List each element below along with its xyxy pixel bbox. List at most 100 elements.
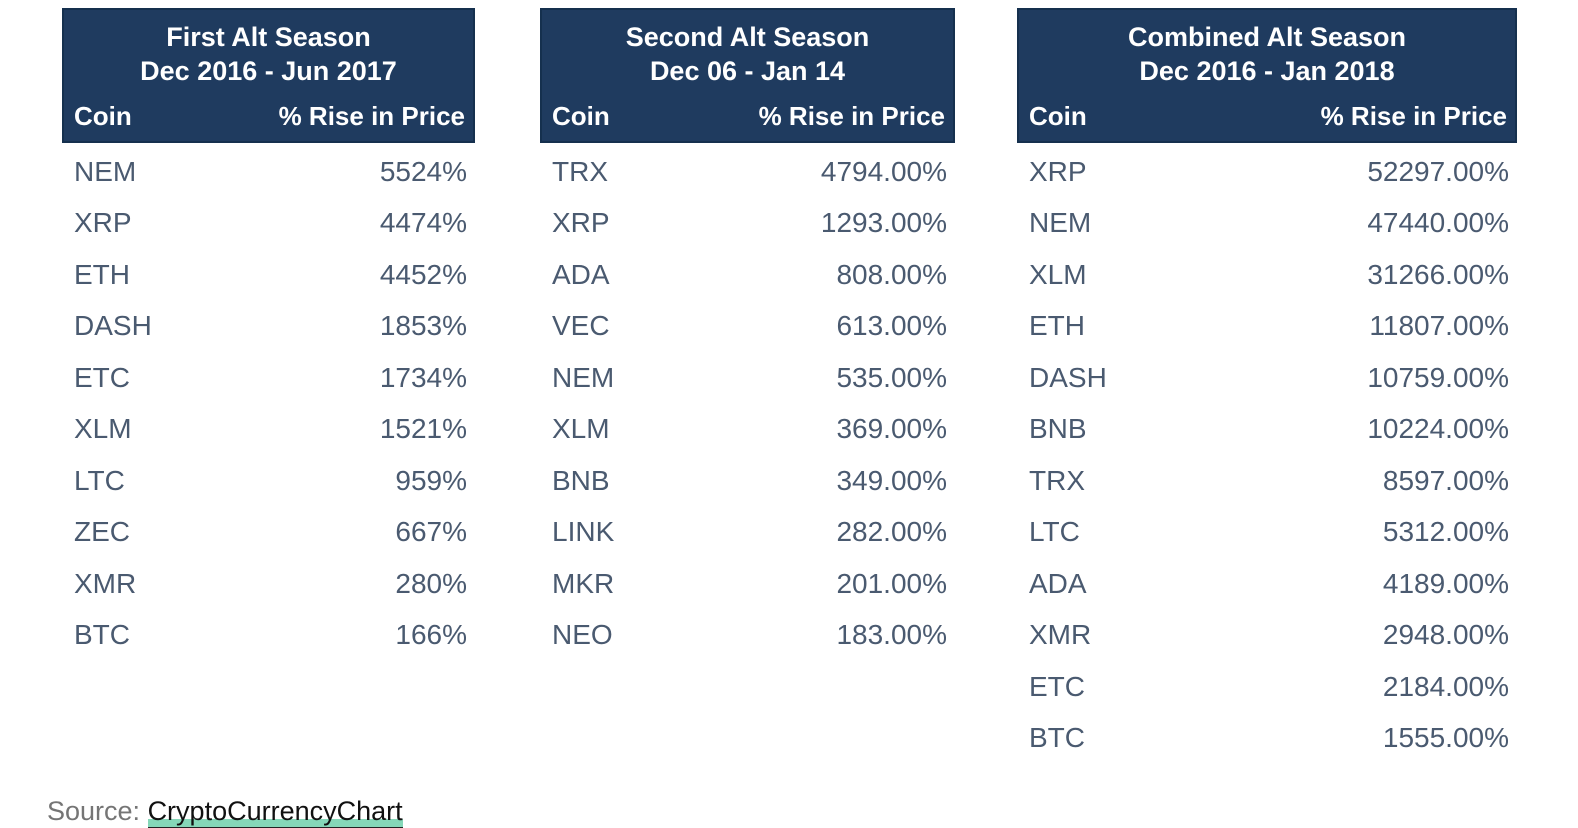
rise-cell: 808.00% <box>836 258 947 290</box>
table-row: XMR 2948.00% <box>1017 610 1517 662</box>
coin-cell: DASH <box>1029 361 1107 393</box>
table-row: ZEC 667% <box>62 507 475 559</box>
table-row: LINK 282.00% <box>540 507 955 559</box>
table-row: XRP 52297.00% <box>1017 146 1517 198</box>
rise-cell: 280% <box>395 567 467 599</box>
table-header-second: Second Alt Season Dec 06 - Jan 14 Coin %… <box>540 8 955 143</box>
column-header-row: Coin % Rise in Price <box>1019 101 1515 141</box>
coin-cell: ETH <box>74 258 130 290</box>
coin-cell: ETH <box>1029 310 1085 342</box>
table-title-line2: Dec 06 - Jan 14 <box>649 56 846 86</box>
coin-cell: BNB <box>552 464 610 496</box>
coin-cell: NEM <box>1029 207 1092 239</box>
rise-cell: 4189.00% <box>1382 567 1509 599</box>
table-row: LTC 5312.00% <box>1017 507 1517 559</box>
rise-cell: 8597.00% <box>1382 464 1509 496</box>
coin-cell: ETC <box>74 361 130 393</box>
table-row: NEM 47440.00% <box>1017 198 1517 250</box>
table-body: NEM 5524% XRP 4474% ETH 4452% DASH 1853% ETC 1734… <box>62 146 475 661</box>
column-header-rise: % Rise in Price <box>758 101 945 131</box>
rise-cell: 1521% <box>379 413 467 445</box>
table-row: ETC 2184.00% <box>1017 661 1517 713</box>
coin-cell: MKR <box>552 567 615 599</box>
coin-cell: ETC <box>1029 670 1085 702</box>
table-row: DASH 1853% <box>62 301 475 353</box>
coin-cell: TRX <box>1029 464 1085 496</box>
table-header-first: First Alt Season Dec 2016 - Jun 2017 Coi… <box>62 8 475 143</box>
coin-cell: LTC <box>74 464 125 496</box>
rise-cell: 2948.00% <box>1382 619 1509 651</box>
rise-cell: 4452% <box>379 258 467 290</box>
coin-cell: XRP <box>552 207 610 239</box>
table-first-alt-season: First Alt Season Dec 2016 - Jun 2017 Coi… <box>62 8 475 661</box>
rise-cell: 1555.00% <box>1382 722 1509 754</box>
coin-cell: XLM <box>1029 258 1087 290</box>
table-row: ETH 11807.00% <box>1017 301 1517 353</box>
table-title: First Alt Season Dec 2016 - Jun 2017 <box>64 10 473 88</box>
column-header-coin: Coin <box>74 101 132 131</box>
rise-cell: 10759.00% <box>1367 361 1509 393</box>
table-row: ADA 808.00% <box>540 249 955 301</box>
column-header-row: Coin % Rise in Price <box>542 101 953 141</box>
table-row: LTC 959% <box>62 455 475 507</box>
table-title: Combined Alt Season Dec 2016 - Jan 2018 <box>1019 10 1515 88</box>
table-row: ETC 1734% <box>62 352 475 404</box>
coin-cell: TRX <box>552 155 608 187</box>
rise-cell: 4794.00% <box>820 155 947 187</box>
rise-cell: 11807.00% <box>1369 310 1509 342</box>
table-row: TRX 4794.00% <box>540 146 955 198</box>
coin-cell: XLM <box>74 413 132 445</box>
coin-cell: VEC <box>552 310 610 342</box>
source-link[interactable]: CryptoCurrencyChart <box>147 796 403 828</box>
rise-cell: 282.00% <box>836 516 947 548</box>
rise-cell: 201.00% <box>836 567 947 599</box>
table-row: BNB 10224.00% <box>1017 404 1517 456</box>
column-header-row: Coin % Rise in Price <box>64 101 473 141</box>
coin-cell: LINK <box>552 516 615 548</box>
rise-cell: 2184.00% <box>1382 670 1509 702</box>
rise-cell: 166% <box>395 619 467 651</box>
coin-cell: ADA <box>552 258 610 290</box>
source-line: Source: CryptoCurrencyChart <box>47 796 403 828</box>
rise-cell: 5524% <box>379 155 467 187</box>
coin-cell: BTC <box>74 619 130 651</box>
table-title-line2: Dec 2016 - Jan 2018 <box>1139 56 1395 86</box>
coin-cell: LTC <box>1029 516 1080 548</box>
coin-cell: XRP <box>74 207 132 239</box>
coin-cell: XRP <box>1029 155 1087 187</box>
table-row: ETH 4452% <box>62 249 475 301</box>
coin-cell: XLM <box>552 413 610 445</box>
column-header-rise: % Rise in Price <box>278 101 465 131</box>
coin-cell: NEO <box>552 619 613 651</box>
table-row: NEO 183.00% <box>540 610 955 662</box>
coin-cell: ADA <box>1029 567 1087 599</box>
rise-cell: 52297.00% <box>1367 155 1509 187</box>
coin-cell: DASH <box>74 310 152 342</box>
column-header-rise: % Rise in Price <box>1320 101 1507 131</box>
rise-cell: 369.00% <box>836 413 947 445</box>
table-second-alt-season: Second Alt Season Dec 06 - Jan 14 Coin %… <box>540 8 955 661</box>
rise-cell: 31266.00% <box>1367 258 1509 290</box>
table-row: XLM 1521% <box>62 404 475 456</box>
coin-cell: NEM <box>74 155 137 187</box>
table-combined-alt-season: Combined Alt Season Dec 2016 - Jan 2018 … <box>1017 8 1517 764</box>
table-row: BNB 349.00% <box>540 455 955 507</box>
coin-cell: XMR <box>74 567 137 599</box>
table-body: TRX 4794.00% XRP 1293.00% ADA 808.00% VEC 613.0… <box>540 146 955 661</box>
table-title-line1: Combined Alt Season <box>1127 22 1407 52</box>
coin-cell: ZEC <box>74 516 130 548</box>
coin-cell: BTC <box>1029 722 1085 754</box>
rise-cell: 1734% <box>379 361 467 393</box>
rise-cell: 613.00% <box>836 310 947 342</box>
table-row: VEC 613.00% <box>540 301 955 353</box>
table-row: MKR 201.00% <box>540 558 955 610</box>
source-label: Source: <box>47 796 148 826</box>
rise-cell: 959% <box>395 464 467 496</box>
table-row: BTC 1555.00% <box>1017 713 1517 765</box>
column-header-coin: Coin <box>552 101 610 131</box>
coin-cell: BNB <box>1029 413 1087 445</box>
table-title: Second Alt Season Dec 06 - Jan 14 <box>542 10 953 88</box>
table-row: DASH 10759.00% <box>1017 352 1517 404</box>
table-title-line1: Second Alt Season <box>625 22 870 52</box>
table-row: XMR 280% <box>62 558 475 610</box>
